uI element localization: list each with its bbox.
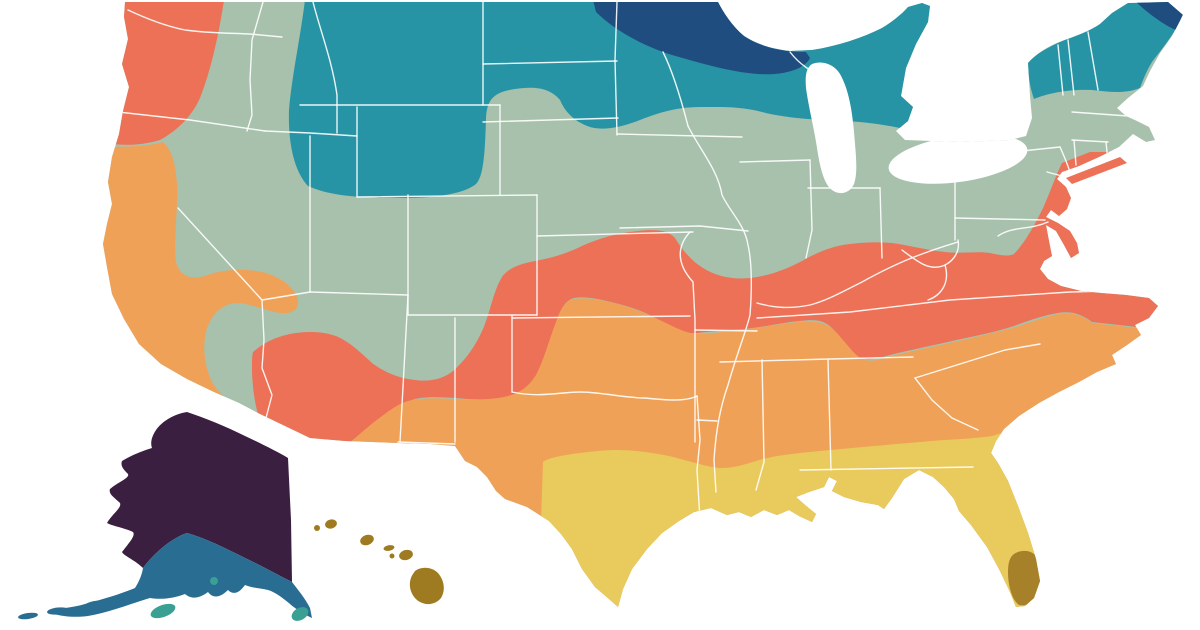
state-line	[694, 329, 758, 332]
aleutian-island	[83, 600, 107, 610]
state-line	[719, 356, 914, 363]
state-line	[177, 207, 273, 419]
state-line	[805, 159, 813, 259]
state-line	[1057, 44, 1064, 96]
state-line	[614, 2, 618, 136]
state-line	[1071, 139, 1109, 143]
state-line	[399, 294, 409, 443]
hawaii-region	[314, 519, 444, 605]
state-line	[312, 2, 338, 134]
state-line	[1087, 31, 1099, 91]
state-line	[619, 225, 749, 232]
hawaii-island	[399, 549, 413, 561]
hawaii-island	[360, 534, 374, 546]
state-line	[397, 441, 456, 445]
state-line	[1073, 139, 1077, 166]
state-line	[827, 359, 832, 471]
zone-navy-maine	[1136, 2, 1183, 30]
alaska-island-teal	[150, 603, 176, 619]
hawaii-island	[314, 525, 320, 531]
state-line	[997, 221, 1049, 237]
lake-erie	[888, 134, 1028, 184]
state-line	[756, 241, 959, 309]
state-line	[482, 117, 619, 123]
state-line	[799, 466, 974, 471]
state-line	[662, 51, 689, 127]
state-line	[309, 291, 409, 296]
zone-teal-northeast	[1028, 2, 1183, 99]
hawaii-island	[325, 519, 337, 529]
zone-coral-band	[252, 152, 1183, 452]
state-line	[246, 2, 264, 132]
hawaii-big-island	[409, 567, 444, 605]
state-line	[511, 391, 698, 401]
aleutian-island	[18, 612, 38, 620]
state-line	[127, 9, 283, 38]
state-line	[356, 194, 538, 198]
aleutian-island	[47, 607, 69, 615]
hawaii-island	[383, 545, 395, 551]
state-borders	[117, 2, 1146, 521]
state-line	[117, 111, 266, 132]
state-line	[954, 217, 1046, 221]
state-line	[511, 315, 691, 319]
state-line	[696, 395, 701, 521]
state-line	[879, 187, 883, 259]
state-line	[536, 231, 694, 237]
state-line	[482, 60, 618, 65]
state-line	[264, 130, 358, 137]
state-line	[687, 125, 753, 493]
state-line	[696, 419, 718, 422]
state-line	[1046, 171, 1063, 177]
alaska-island-teal	[210, 577, 218, 585]
state-line	[1071, 111, 1129, 117]
hawaii-island	[389, 553, 395, 559]
long-island	[1066, 157, 1127, 184]
state-line	[914, 377, 979, 431]
zone-gold-south-florida	[1008, 550, 1041, 606]
zone-navy-minnesota	[593, 2, 810, 75]
alaska-island-teal	[291, 607, 309, 621]
state-line	[755, 359, 765, 491]
alaska-region	[18, 412, 312, 621]
state-line	[616, 133, 743, 138]
state-line	[914, 343, 1041, 379]
state-line	[1067, 39, 1075, 96]
state-line	[739, 159, 811, 163]
alaska-coast	[48, 533, 312, 618]
alaska-interior	[107, 412, 292, 582]
lake-michigan	[805, 62, 857, 194]
state-line	[679, 231, 696, 443]
state-line	[927, 264, 948, 301]
state-line	[261, 291, 311, 301]
